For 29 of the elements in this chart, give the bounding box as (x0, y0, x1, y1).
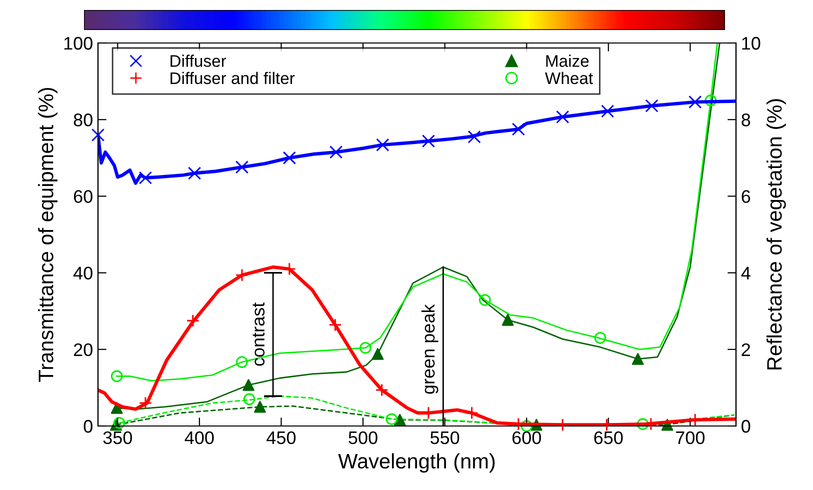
x-tick-label: 550 (430, 431, 460, 444)
x-tick-label: 400 (184, 431, 214, 444)
y2-tick-label: 10 (742, 36, 760, 50)
y-tick-label: 80 (74, 114, 92, 126)
x-tick-label: 500 (348, 431, 378, 444)
y-tick-label: 0 (84, 420, 92, 433)
x-tick-label: 350 (103, 431, 132, 444)
x-tick-label: 600 (512, 431, 541, 444)
legend-label: Diffuser (170, 54, 226, 67)
annotation: green peak (421, 304, 438, 394)
y2-tick-label: 0 (742, 420, 750, 433)
legend-label: Diffuser and filter (170, 72, 295, 84)
legend-label: Maize (546, 54, 589, 67)
y-tick-label: 60 (74, 190, 92, 203)
y2-tick-label: 2 (742, 343, 750, 356)
y-tick-label: 40 (73, 266, 92, 280)
x-tick-label: 450 (266, 431, 296, 444)
x-tick-label: 650 (594, 431, 623, 444)
annotation: contrast (252, 302, 265, 366)
y-tick-label: 100 (64, 36, 92, 50)
y-axis-title: Transmittance of equipment (%) (38, 88, 58, 382)
y-tick-label: 20 (74, 343, 92, 356)
y2-tick-label: 6 (742, 190, 750, 203)
y2-tick-label: 4 (741, 266, 750, 280)
y2-axis-title: Reflectance of vegetation (%) (766, 99, 786, 370)
y2-tick-label: 8 (742, 114, 750, 126)
legend-label: Wheat (544, 72, 593, 84)
x-axis-title: Wavelength (nm) (338, 453, 495, 473)
x-tick-label: 700 (676, 431, 705, 444)
